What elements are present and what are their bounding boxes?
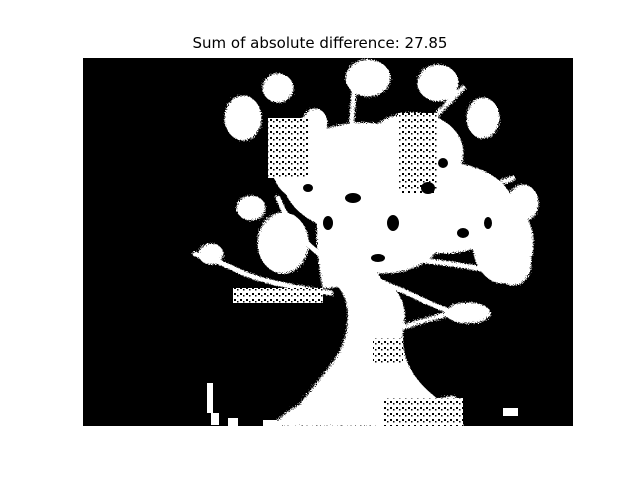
speckle-regions [233, 113, 463, 426]
difference-image [83, 58, 573, 426]
foliage-gaps [303, 158, 492, 262]
figure-title: Sum of absolute difference: 27.85 [192, 34, 448, 52]
ground-fragments [207, 383, 518, 426]
